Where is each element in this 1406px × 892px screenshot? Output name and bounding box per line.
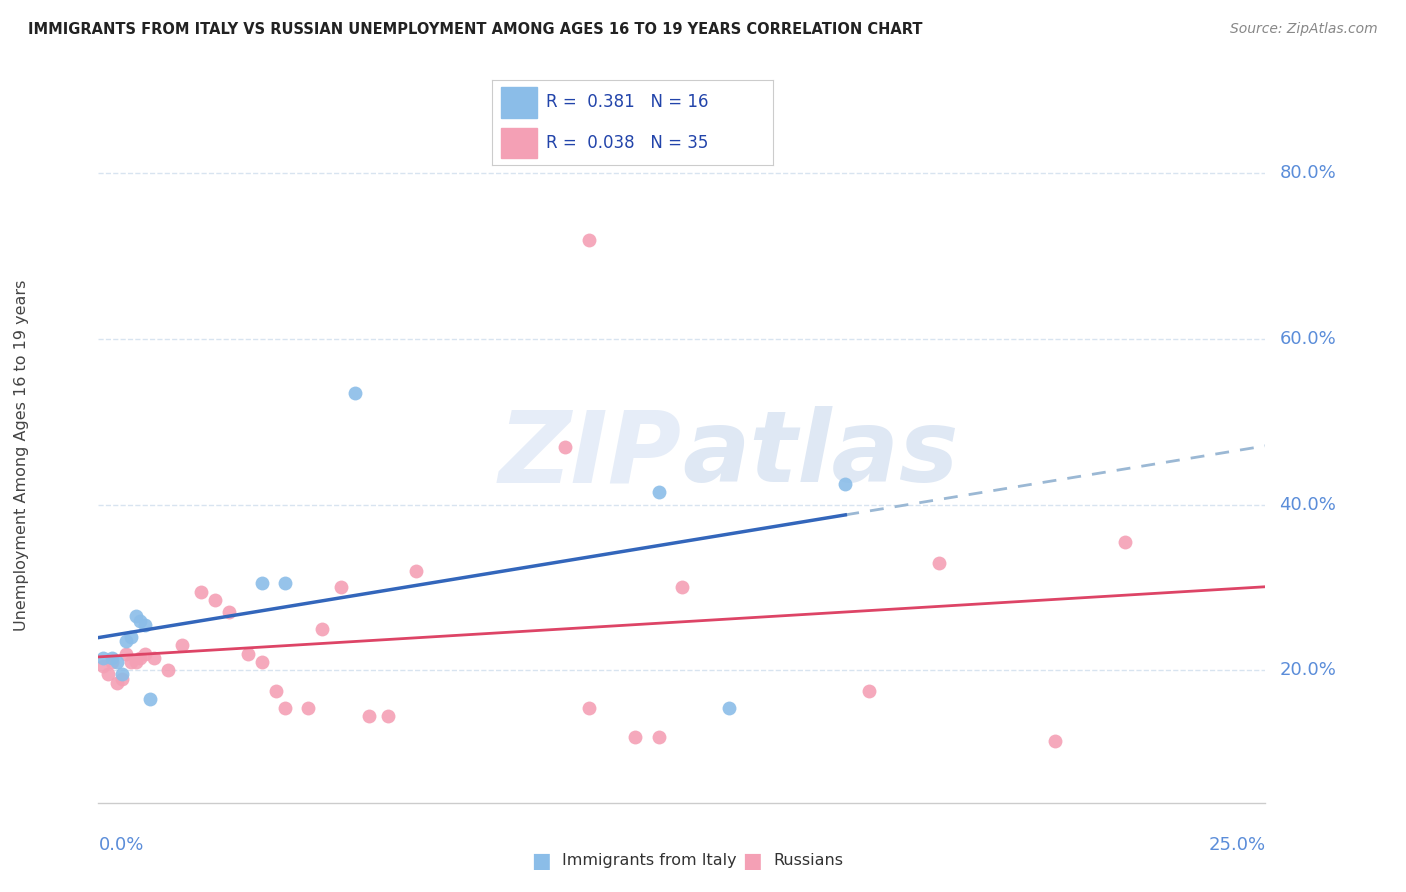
Bar [501, 128, 537, 158]
Point [250, 576, 273, 591]
Bar [501, 87, 537, 118]
Point [717, 700, 740, 714]
Text: 25.0%: 25.0% [1208, 836, 1265, 854]
Point [671, 581, 693, 595]
Point [624, 730, 647, 744]
Point [834, 476, 856, 491]
Point [172, 639, 194, 653]
Point [129, 614, 152, 628]
Point [120, 630, 142, 644]
Point [129, 651, 152, 665]
Point [115, 634, 138, 648]
Text: Russians: Russians [773, 854, 844, 868]
Text: atlas: atlas [682, 407, 959, 503]
Text: 40.0%: 40.0% [1279, 496, 1336, 514]
Text: ■: ■ [531, 851, 551, 871]
Point [250, 655, 273, 669]
Point [359, 708, 381, 723]
Point [264, 684, 287, 698]
Point [143, 651, 166, 665]
Point [928, 556, 950, 570]
Text: R =  0.381   N = 16: R = 0.381 N = 16 [546, 94, 709, 112]
Point [157, 663, 180, 677]
Point [134, 617, 156, 632]
Text: 20.0%: 20.0% [1279, 661, 1336, 680]
Point [101, 651, 124, 665]
Point [578, 700, 600, 714]
Point [405, 564, 427, 578]
Point [297, 700, 319, 714]
Text: IMMIGRANTS FROM ITALY VS RUSSIAN UNEMPLOYMENT AMONG AGES 16 TO 19 YEARS CORRELAT: IMMIGRANTS FROM ITALY VS RUSSIAN UNEMPLO… [28, 22, 922, 37]
Text: 0.0%: 0.0% [98, 836, 143, 854]
Point [554, 440, 576, 454]
Point [111, 672, 134, 686]
Text: Source: ZipAtlas.com: Source: ZipAtlas.com [1230, 22, 1378, 37]
Point [125, 655, 148, 669]
Text: Immigrants from Italy: Immigrants from Italy [562, 854, 737, 868]
Point [330, 581, 353, 595]
Point [139, 692, 162, 706]
Text: Unemployment Among Ages 16 to 19 years: Unemployment Among Ages 16 to 19 years [14, 279, 28, 631]
Point [578, 233, 600, 247]
Point [274, 576, 297, 591]
Point [274, 700, 297, 714]
Point [91, 651, 114, 665]
Text: R =  0.038   N = 35: R = 0.038 N = 35 [546, 134, 707, 152]
Point [91, 659, 114, 673]
Point [111, 667, 134, 681]
Text: 60.0%: 60.0% [1279, 330, 1336, 348]
Point [105, 655, 128, 669]
Point [105, 675, 128, 690]
Point [120, 655, 142, 669]
Point [134, 647, 156, 661]
Point [218, 605, 240, 619]
Point [97, 667, 120, 681]
Point [101, 655, 124, 669]
Point [236, 647, 259, 661]
Text: ZIP: ZIP [499, 407, 682, 503]
Point [647, 730, 669, 744]
Point [190, 584, 212, 599]
Point [125, 609, 148, 624]
Point [858, 684, 880, 698]
Point [204, 592, 226, 607]
Point [1045, 733, 1067, 747]
Point [344, 385, 367, 400]
Point [647, 485, 669, 500]
Point [1114, 535, 1136, 549]
Point [115, 647, 138, 661]
Text: ■: ■ [742, 851, 762, 871]
Point [311, 622, 333, 636]
Point [377, 708, 399, 723]
Text: 80.0%: 80.0% [1279, 164, 1336, 182]
